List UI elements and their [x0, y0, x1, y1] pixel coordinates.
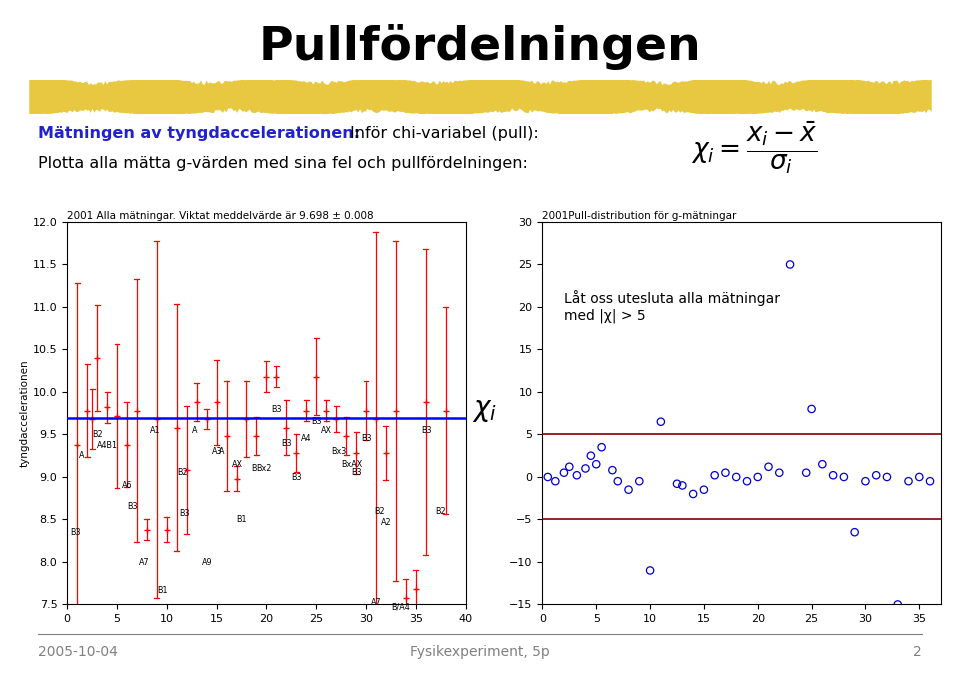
Point [857, 476, 873, 487]
Point [847, 527, 862, 538]
Text: B1: B1 [236, 515, 247, 525]
Text: Inför chi-variabel (pull):: Inför chi-variabel (pull): [350, 126, 540, 141]
Point [642, 565, 658, 576]
Point [605, 464, 620, 475]
Text: A7: A7 [139, 558, 150, 567]
Text: A9: A9 [202, 558, 212, 567]
Point [869, 470, 884, 481]
Point [890, 599, 905, 610]
Point [815, 459, 830, 470]
Text: $\chi_i$: $\chi_i$ [472, 396, 497, 423]
Text: B3: B3 [311, 417, 322, 426]
Text: AX: AX [322, 426, 332, 435]
Point [799, 467, 814, 478]
Point [718, 467, 733, 478]
Text: A2: A2 [381, 518, 392, 527]
Text: Mätningen av tyngdaccelerationen:: Mätningen av tyngdaccelerationen: [38, 126, 361, 141]
Text: B3: B3 [291, 473, 301, 482]
Point [632, 476, 647, 487]
Text: 2001Pull-distribution för g-mätningar: 2001Pull-distribution för g-mätningar [542, 211, 736, 221]
Text: B2: B2 [374, 507, 385, 516]
Y-axis label: tyngdaccelerationen: tyngdaccelerationen [20, 359, 30, 467]
Text: B2: B2 [436, 507, 446, 516]
Text: BxAX: BxAX [341, 460, 362, 469]
Text: AX: AX [231, 460, 243, 469]
Point [707, 470, 722, 481]
Point [653, 416, 668, 427]
Text: A4: A4 [301, 434, 312, 443]
Text: B3: B3 [361, 434, 372, 443]
Point [578, 463, 593, 474]
Text: B: B [252, 464, 257, 473]
Text: B3: B3 [127, 503, 137, 512]
Point [739, 476, 755, 487]
Point [923, 476, 938, 487]
Point [675, 480, 690, 491]
Text: B/A4: B/A4 [391, 603, 410, 612]
Text: B3: B3 [272, 405, 282, 414]
Point [540, 471, 556, 482]
Text: A: A [192, 426, 197, 435]
Point [879, 471, 895, 482]
Text: Pullfördelningen: Pullfördelningen [258, 24, 702, 70]
Text: A7: A7 [371, 598, 382, 607]
Point [669, 478, 684, 489]
Point [611, 476, 626, 487]
Text: Bx2: Bx2 [256, 464, 272, 473]
Text: A3: A3 [211, 447, 222, 456]
Point [912, 471, 927, 482]
Text: Fysikexperiment, 5p: Fysikexperiment, 5p [410, 645, 550, 659]
Text: B3: B3 [351, 469, 362, 477]
Text: B2: B2 [92, 430, 103, 439]
Point [772, 467, 787, 478]
Point [761, 461, 777, 472]
Text: B3: B3 [420, 426, 431, 435]
Text: B3: B3 [179, 510, 189, 518]
Text: Plotta alla mätta g-värden med sina fel och pullfördelningen:: Plotta alla mätta g-värden med sina fel … [38, 156, 528, 171]
Text: 2001 Alla mätningar. Viktat meddelvärde är 9.698 ± 0.008: 2001 Alla mätningar. Viktat meddelvärde … [67, 211, 373, 221]
Text: Bx3: Bx3 [331, 447, 347, 456]
Text: 2: 2 [913, 645, 922, 659]
Text: A6: A6 [122, 482, 132, 490]
Point [569, 470, 585, 481]
Point [750, 471, 765, 482]
Text: B1: B1 [156, 586, 167, 595]
Point [583, 450, 598, 461]
Point [826, 470, 841, 481]
Point [547, 476, 563, 487]
Point [562, 461, 577, 472]
Text: B2: B2 [177, 469, 187, 477]
Text: A1: A1 [150, 426, 160, 435]
Point [556, 467, 571, 478]
Point [588, 459, 604, 470]
Point [782, 259, 798, 270]
Text: A: A [79, 451, 84, 460]
Text: $\chi_i = \dfrac{x_i - \bar{x}}{\sigma_i}$: $\chi_i = \dfrac{x_i - \bar{x}}{\sigma_i… [691, 120, 818, 176]
Point [900, 476, 916, 487]
Point [836, 471, 852, 482]
Point [621, 484, 636, 495]
Point [729, 471, 744, 482]
Text: B3: B3 [70, 528, 81, 537]
Text: B3: B3 [281, 438, 292, 448]
Text: A: A [219, 447, 224, 456]
Point [685, 488, 701, 499]
Text: A4B1: A4B1 [97, 441, 118, 450]
Text: 2005-10-04: 2005-10-04 [38, 645, 118, 659]
Text: Låt oss utesluta alla mätningar
med |χ| > 5: Låt oss utesluta alla mätningar med |χ| … [564, 290, 780, 322]
Point [804, 404, 819, 415]
Point [594, 442, 610, 453]
Point [696, 484, 711, 495]
